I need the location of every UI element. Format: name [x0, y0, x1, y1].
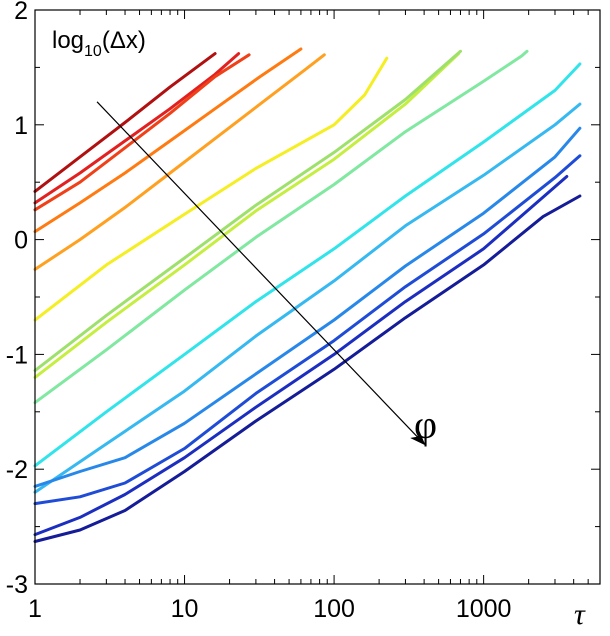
- series-layer: [33, 47, 582, 543]
- series-line-6: [33, 56, 389, 322]
- series-line-11: [33, 102, 582, 494]
- x-tick-label: 1000: [456, 595, 512, 623]
- y-axis-label: log10(Δx): [52, 27, 146, 60]
- series-line-14: [33, 175, 569, 537]
- series-line-13: [33, 154, 582, 506]
- series-line-5: [33, 53, 326, 271]
- phi-label: φ: [414, 402, 437, 447]
- x-tick-label: 10: [171, 595, 199, 623]
- x-tick-label: 1: [28, 595, 42, 623]
- labels-layer: log10(Δx) τ: [52, 27, 586, 631]
- series-line-2: [33, 52, 241, 205]
- series-line-4: [33, 47, 303, 234]
- y-axis-label-subscript: 10: [84, 43, 102, 60]
- y-tick-label: -3: [6, 571, 28, 599]
- series-line-10: [33, 62, 582, 468]
- y-tick-label: 2: [14, 0, 28, 25]
- y-axis-label-argument: (Δx): [102, 27, 146, 54]
- series-line-9: [33, 49, 529, 405]
- series-line-7: [33, 52, 461, 379]
- series-line-12: [33, 126, 582, 488]
- phi-annotation: φ: [96, 101, 437, 447]
- series-line-8: [33, 49, 462, 372]
- y-tick-label: -1: [6, 341, 28, 369]
- y-tick-label: -2: [6, 456, 28, 484]
- y-tick-label: 0: [14, 227, 28, 255]
- series-line-1: [33, 52, 217, 193]
- series-line-15: [33, 194, 582, 543]
- ticks-layer: 1 10 100 1000 -3 -2 -1 0 1 2: [6, 0, 601, 623]
- series-line-3: [33, 53, 251, 212]
- x-tick-label: 100: [313, 595, 355, 623]
- y-axis-label-base: log: [52, 27, 84, 54]
- x-axis-label: τ: [574, 598, 586, 631]
- y-tick-label: 1: [14, 112, 28, 140]
- phi-arrow: [96, 101, 426, 446]
